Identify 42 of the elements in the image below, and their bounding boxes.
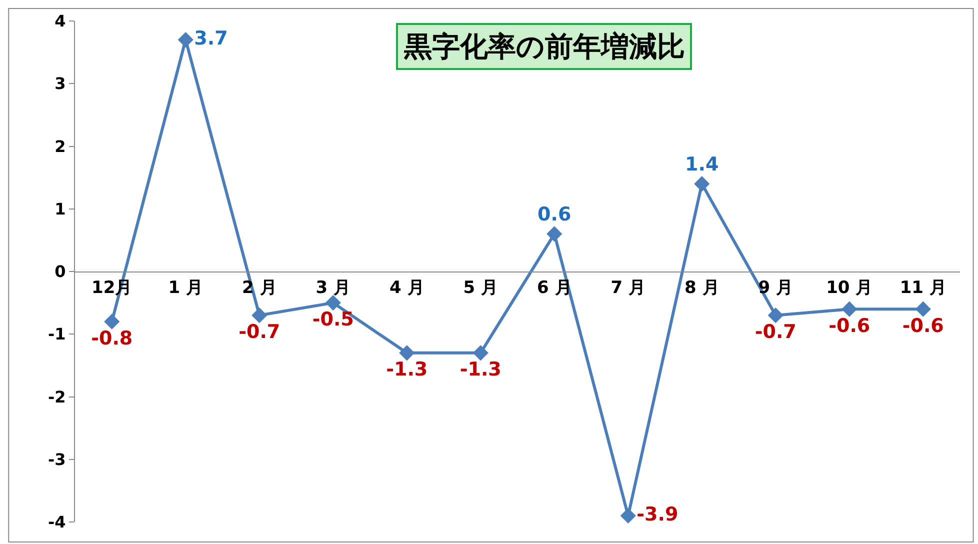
data-label: -1.3 xyxy=(386,358,428,381)
point xyxy=(104,314,120,330)
point xyxy=(768,308,784,324)
data-label: -0.6 xyxy=(902,314,944,337)
data-label: -0.8 xyxy=(91,327,133,350)
y-tick-label: -4 xyxy=(48,512,66,532)
x-tick-label: 4 月 xyxy=(390,278,424,298)
x-tick-label: 7 月 xyxy=(610,278,646,298)
y-tick-label: -2 xyxy=(48,387,66,406)
data-label: 1.4 xyxy=(685,154,719,176)
y-tick-label: 3 xyxy=(54,74,66,94)
y-tick-label: 4 xyxy=(54,12,66,31)
x-tick-label: 8 月 xyxy=(684,278,720,298)
point xyxy=(620,508,636,524)
data-label: -3.9 xyxy=(636,503,678,526)
data-label: -0.7 xyxy=(754,321,796,344)
point xyxy=(694,176,710,192)
data-label: -0.6 xyxy=(828,314,870,337)
data-label: -0.5 xyxy=(312,308,354,331)
y-tick-label: 0 xyxy=(54,262,66,282)
data-label: -1.3 xyxy=(460,358,502,381)
point xyxy=(842,301,858,317)
data-label: 0.6 xyxy=(538,204,572,226)
point xyxy=(252,308,268,324)
x-tick-label: 3 月 xyxy=(316,278,351,298)
y-tick-label: -1 xyxy=(48,324,66,344)
x-tick-label: 11 月 xyxy=(900,278,946,298)
x-tick-label: 10 月 xyxy=(826,278,873,298)
chart-title: 黒字化率の前年増減比 xyxy=(403,30,685,63)
y-tick-label: 2 xyxy=(54,136,66,156)
point xyxy=(915,301,931,317)
point xyxy=(546,226,562,242)
y-tick-label: -3 xyxy=(48,450,66,469)
point xyxy=(325,295,341,311)
x-tick-label: 1 月 xyxy=(168,278,204,298)
point xyxy=(178,32,194,48)
point xyxy=(399,345,415,361)
x-tick-label: 5 月 xyxy=(463,278,498,298)
y-tick-label: 1 xyxy=(54,199,66,218)
data-label: 3.7 xyxy=(194,28,228,50)
data-label: -0.7 xyxy=(238,321,280,344)
point xyxy=(472,345,488,361)
